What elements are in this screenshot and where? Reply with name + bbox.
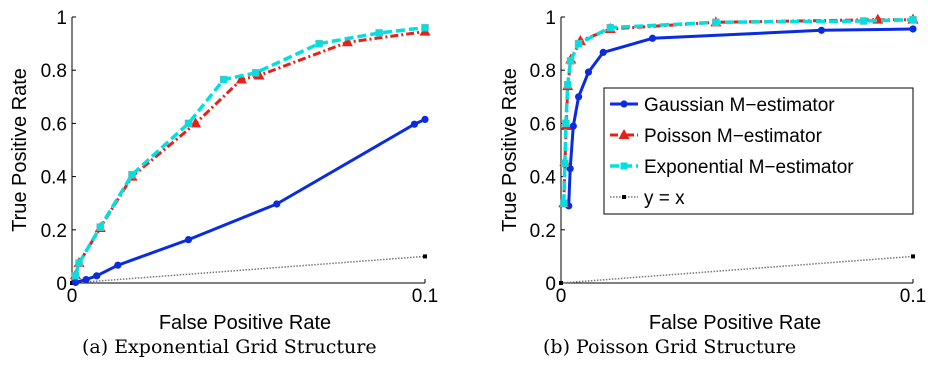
x-tick-label: 0 xyxy=(556,286,567,307)
point-exponential-m-estimator xyxy=(220,75,228,84)
legend-label-y-x: y = x xyxy=(644,188,685,209)
y-tick-label: 0.6 xyxy=(530,114,556,135)
point-gaussian-m-estimator xyxy=(575,93,583,101)
point-exponential-m-estimator xyxy=(375,29,383,37)
y-axis-label: True Positive Rate xyxy=(9,68,31,232)
point-poisson-m-estimator xyxy=(235,73,247,84)
point-gaussian-m-estimator xyxy=(273,200,281,208)
point-gaussian-m-estimator xyxy=(421,115,429,124)
y-tick-label: 0.4 xyxy=(530,168,557,189)
caption-b: (b) Poisson Grid Structure xyxy=(543,336,797,358)
point-gaussian-m-estimator xyxy=(114,261,122,269)
point-gaussian-m-estimator xyxy=(599,48,607,56)
point-exponential-m-estimator xyxy=(560,199,568,207)
point-exponential-m-estimator xyxy=(859,17,868,25)
y-axis-label: True Positive Rate xyxy=(499,68,521,232)
point-exponential-m-estimator xyxy=(315,39,323,48)
point-exponential-m-estimator xyxy=(562,119,570,128)
point-gaussian-m-estimator xyxy=(71,278,80,287)
point-exponential-m-estimator xyxy=(251,69,260,77)
y-tick-label: 0.8 xyxy=(530,61,556,82)
point-gaussian-m-estimator xyxy=(909,25,917,33)
point-exponential-m-estimator xyxy=(566,57,575,65)
point-gaussian-m-estimator xyxy=(410,120,419,128)
point-gaussian-m-estimator xyxy=(82,275,90,284)
y-tick-label: 0 xyxy=(56,274,67,295)
y-tick-label: 0 xyxy=(545,274,556,295)
point-exponential-m-estimator xyxy=(606,23,615,32)
point-poisson-m-estimator xyxy=(341,36,353,47)
x-axis-label: False Positive Rate xyxy=(649,312,821,334)
point-exponential-m-estimator xyxy=(96,223,104,231)
point-exponential-m-estimator xyxy=(184,119,193,128)
point-exponential-m-estimator xyxy=(563,81,572,89)
point-gaussian-m-estimator xyxy=(569,122,577,130)
legend-marker-y-x xyxy=(622,195,626,199)
y-tick-label: 0.4 xyxy=(41,168,68,189)
legend-box xyxy=(603,87,914,215)
y-tick-label: 0.2 xyxy=(41,221,67,242)
x-tick-label: 0.1 xyxy=(412,286,438,307)
y-tick-label: 1 xyxy=(56,8,67,29)
y-tick-label: 0.8 xyxy=(41,61,67,82)
point-exponential-m-estimator xyxy=(909,15,917,24)
point-poisson-m-estimator xyxy=(190,117,202,128)
point-exponential-m-estimator xyxy=(75,259,83,267)
point-y-x xyxy=(423,254,427,259)
y-tick-label: 1 xyxy=(545,8,556,29)
point-gaussian-m-estimator xyxy=(93,272,101,280)
series-line-poisson-m-estimator xyxy=(74,30,426,276)
point-gaussian-m-estimator xyxy=(817,26,826,34)
panel-poisson-grid: 0 0.2 0.4 0.6 0.8 1 0 0.1 False Positive Rate Tru… xyxy=(499,8,926,334)
x-tick-label: 0 xyxy=(67,286,78,307)
point-exponential-m-estimator xyxy=(561,159,569,168)
panel-exponential-grid: 0 0.2 0.4 0.6 0.8 1 0 0.1 False Positive Rate Tru… xyxy=(9,8,438,334)
point-exponential-m-estimator xyxy=(421,23,429,32)
point-gaussian-m-estimator xyxy=(184,236,193,244)
point-gaussian-m-estimator xyxy=(648,34,657,42)
point-y-x xyxy=(559,281,563,285)
y-tick-label: 0.2 xyxy=(530,221,556,242)
legend-marker-gaussian-m-estimator xyxy=(620,100,628,108)
legend-label-exponential-m-estimator: Exponential M−estimator xyxy=(644,157,854,178)
y-tick-label: 0.6 xyxy=(41,114,67,135)
point-exponential-m-estimator xyxy=(128,170,136,179)
legend-label-poisson-m-estimator: Poisson M−estimator xyxy=(644,126,823,147)
point-exponential-m-estimator xyxy=(712,18,720,27)
point-y-x xyxy=(911,254,915,259)
caption-a: (a) Exponential Grid Structure xyxy=(82,336,377,358)
point-exponential-m-estimator xyxy=(71,271,80,280)
series-line-y-x xyxy=(71,255,426,284)
legend-label-gaussian-m-estimator: Gaussian M−estimator xyxy=(644,95,835,116)
x-tick-label: 0.1 xyxy=(900,286,926,307)
series-line-exponential-m-estimator xyxy=(562,17,914,204)
legend-marker-exponential-m-estimator xyxy=(620,162,628,170)
series-line-exponential-m-estimator xyxy=(73,25,426,277)
x-axis-label: False Positive Rate xyxy=(159,312,331,334)
series-line-gaussian-m-estimator xyxy=(75,118,426,284)
series-line-y-x xyxy=(560,255,914,284)
legend-marker-poisson-m-estimator xyxy=(618,129,630,139)
point-gaussian-m-estimator xyxy=(584,68,593,76)
point-exponential-m-estimator xyxy=(574,39,583,48)
